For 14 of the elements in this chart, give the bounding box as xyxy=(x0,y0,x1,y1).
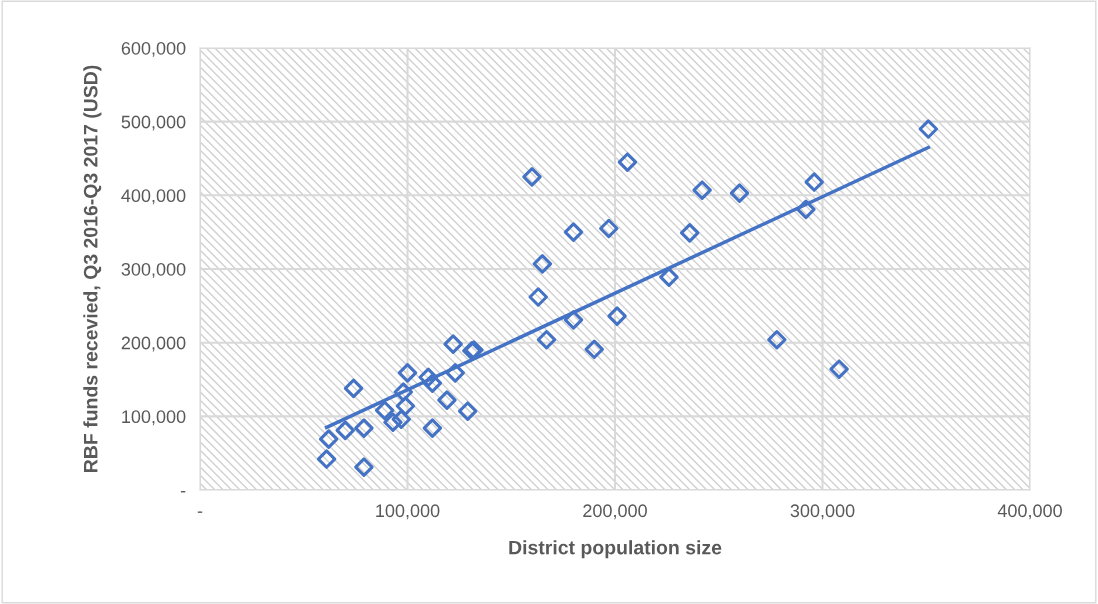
y-tick-label: 400,000 xyxy=(121,189,186,205)
y-tick-label: 600,000 xyxy=(121,41,186,57)
x-tick-label: - xyxy=(197,511,203,513)
y-tick-label: 500,000 xyxy=(121,115,186,131)
y-tick-label: 300,000 xyxy=(121,262,186,278)
x-axis-title: District population size xyxy=(509,540,722,559)
x-tick-label: 200,000 xyxy=(583,504,647,520)
x-tick-label: 100,000 xyxy=(376,504,440,520)
y-tick-label: - xyxy=(180,491,186,493)
x-tick-label: 400,000 xyxy=(997,504,1062,520)
x-tick-label: 300,000 xyxy=(790,504,855,520)
y-tick-label: 100,000 xyxy=(122,410,186,426)
y-tick-label: 200,000 xyxy=(121,336,186,352)
y-axis-title: RBF funds recevied, Q3 2016-Q3 2017 (USD) xyxy=(83,65,102,472)
